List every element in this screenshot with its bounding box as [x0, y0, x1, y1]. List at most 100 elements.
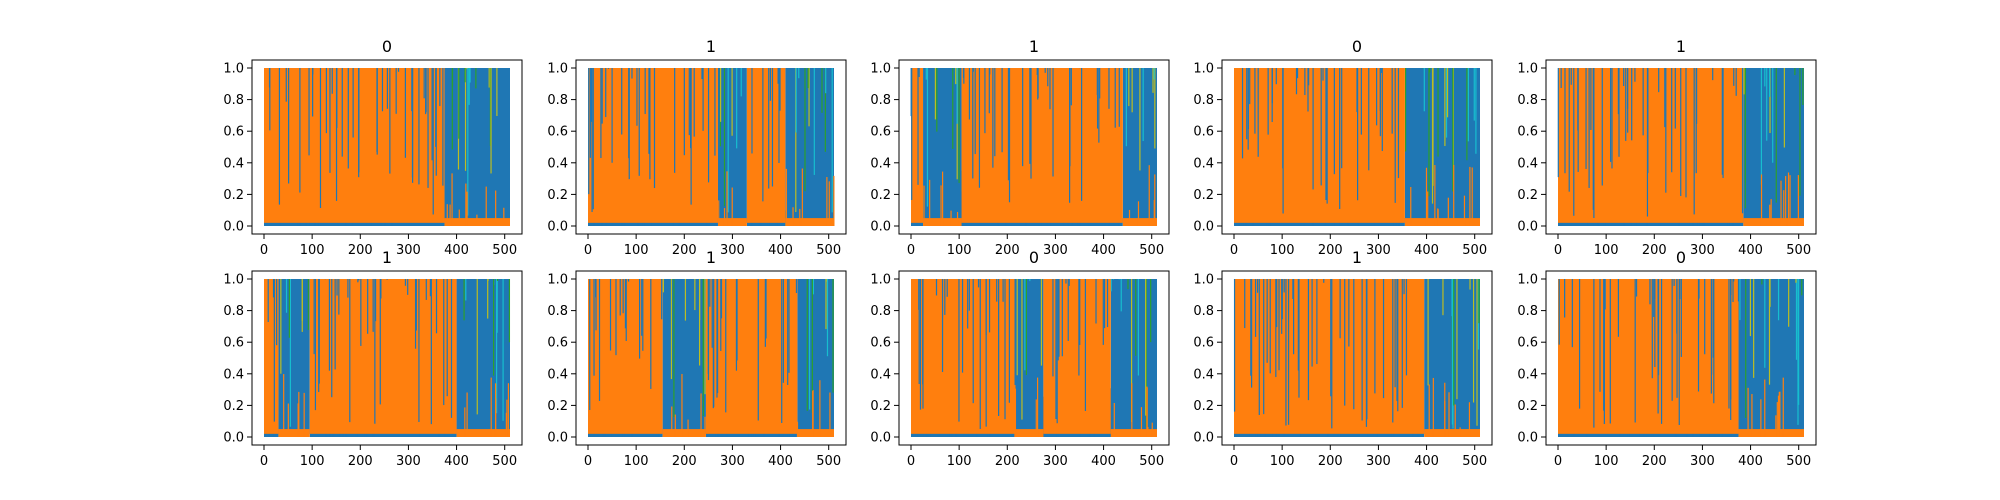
x-tick-label: 100 — [624, 243, 649, 258]
series-baseline — [797, 429, 834, 437]
x-tick-label: 500 — [816, 243, 841, 258]
x-tick-label: 300 — [720, 454, 745, 469]
subplot-6: 0 100 200 300 400 500 0.0 0.2 0.4 0.6 0.8 1.0 1 — [547, 248, 847, 469]
x-tick-label: 400 — [1091, 454, 1116, 469]
y-tick-label: 0.2 — [1517, 399, 1538, 414]
x-tick-label: 400 — [768, 243, 793, 258]
y-tick-label: 0.2 — [547, 188, 568, 203]
x-tick-label: 400 — [1414, 454, 1439, 469]
x-tick-label: 0 — [907, 454, 915, 469]
axes-frame — [251, 270, 523, 446]
y-tick-label: 1.0 — [870, 273, 891, 288]
y-tick-label: 0.8 — [547, 93, 568, 108]
x-tick-label: 500 — [1462, 243, 1487, 258]
series-baseline — [456, 429, 510, 437]
x-tick-label: 200 — [672, 454, 697, 469]
axes-frame — [251, 59, 523, 235]
axes-frame — [1545, 270, 1817, 446]
y-tick-label: 0.8 — [1193, 304, 1214, 319]
series-baseline — [1738, 429, 1804, 437]
y-tick-label: 1.0 — [223, 62, 244, 77]
series-orange — [1558, 279, 1804, 437]
series-band — [588, 68, 718, 223]
y-tick-label: 0.0 — [870, 431, 891, 446]
series-band — [1743, 68, 1804, 223]
x-tick-label: 300 — [1690, 243, 1715, 258]
x-tick-label: 200 — [995, 454, 1020, 469]
series-baseline — [1014, 429, 1044, 437]
y-tick-label: 0.8 — [1193, 93, 1214, 108]
x-tick-label: 0 — [584, 243, 592, 258]
series-baseline — [1122, 218, 1157, 226]
series-baseline — [785, 218, 834, 226]
series-band — [1110, 279, 1157, 434]
plot-area — [1558, 279, 1804, 437]
x-tick-label: 100 — [1270, 454, 1295, 469]
y-tick-label: 1.0 — [1193, 62, 1214, 77]
plot-area — [911, 279, 1157, 437]
y-tick-label: 0.8 — [1517, 304, 1538, 319]
x-tick-label: 500 — [1139, 454, 1164, 469]
y-tick-label: 0.4 — [1193, 156, 1214, 171]
y-tick-label: 0.0 — [223, 431, 244, 446]
subplot-title: 0 — [382, 37, 392, 56]
series-baseline — [278, 429, 310, 437]
series-baseline — [662, 429, 706, 437]
x-tick-label: 300 — [1366, 454, 1391, 469]
plot-area — [264, 68, 510, 226]
x-tick-label: 400 — [1738, 243, 1763, 258]
series-baseline — [1404, 218, 1480, 226]
x-tick-label: 200 — [995, 243, 1020, 258]
x-tick-label: 400 — [1738, 454, 1763, 469]
series-baseline — [1743, 218, 1804, 226]
x-tick-label: 400 — [444, 243, 469, 258]
y-tick-label: 0.0 — [1517, 220, 1538, 235]
x-tick-label: 100 — [1594, 454, 1619, 469]
plot-area — [1233, 279, 1480, 437]
y-tick-label: 0.8 — [223, 304, 244, 319]
x-tick-label: 0 — [1230, 454, 1238, 469]
x-tick-label: 0 — [260, 243, 268, 258]
y-tick-label: 0.4 — [1193, 367, 1214, 382]
series-band — [309, 279, 457, 434]
series-band — [911, 68, 924, 223]
x-tick-label: 100 — [300, 454, 325, 469]
subplot-title: 1 — [1676, 37, 1686, 56]
subplot-title: 1 — [1029, 37, 1039, 56]
subplot-title: 1 — [706, 37, 716, 56]
subplot-title: 1 — [382, 248, 392, 267]
subplot-title: 0 — [1676, 248, 1686, 267]
y-tick-label: 0.2 — [223, 399, 244, 414]
y-tick-label: 0.8 — [547, 304, 568, 319]
series-band — [1558, 279, 1739, 434]
subplot-title: 0 — [1352, 37, 1362, 56]
y-tick-label: 0.4 — [1517, 156, 1538, 171]
subplot-3: 0 100 200 300 400 500 0.0 0.2 0.4 0.6 0.8 1.0 0 — [1193, 37, 1493, 258]
y-tick-label: 1.0 — [1193, 273, 1214, 288]
y-tick-label: 1.0 — [1517, 273, 1538, 288]
series-band — [1234, 68, 1405, 223]
x-tick-label: 200 — [1318, 454, 1343, 469]
series-blue — [588, 279, 834, 437]
x-tick-label: 100 — [300, 243, 325, 258]
y-tick-label: 0.2 — [1193, 399, 1214, 414]
x-tick-label: 300 — [396, 243, 421, 258]
x-tick-label: 0 — [907, 243, 915, 258]
axes-frame — [1221, 59, 1493, 235]
y-tick-label: 0.6 — [1517, 336, 1538, 351]
y-tick-label: 0.0 — [870, 220, 891, 235]
x-tick-label: 500 — [492, 243, 517, 258]
series-orange — [588, 68, 835, 226]
x-tick-label: 300 — [1043, 454, 1068, 469]
x-tick-label: 500 — [1462, 454, 1487, 469]
x-tick-label: 300 — [396, 454, 421, 469]
y-tick-label: 0.2 — [1193, 188, 1214, 203]
series-orange — [1234, 68, 1480, 226]
x-tick-label: 400 — [768, 454, 793, 469]
x-tick-label: 300 — [720, 243, 745, 258]
y-tick-label: 0.6 — [1193, 336, 1214, 351]
series-band — [1014, 279, 1044, 434]
plot-area — [264, 279, 511, 437]
series-orange — [910, 68, 1157, 226]
y-tick-label: 0.4 — [1517, 367, 1538, 382]
